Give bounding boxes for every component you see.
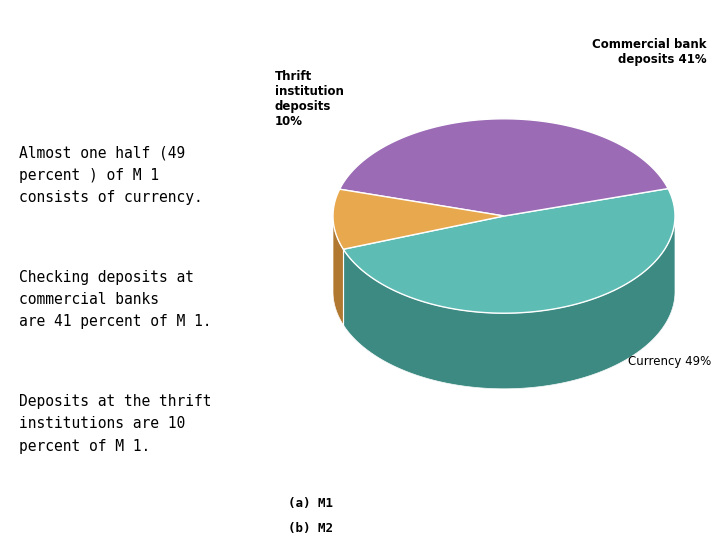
Polygon shape bbox=[333, 189, 504, 249]
Text: Deposits at the thrift
institutions are 10
percent of M 1.: Deposits at the thrift institutions are … bbox=[19, 394, 212, 454]
Text: Currency 49%: Currency 49% bbox=[628, 355, 711, 368]
Polygon shape bbox=[340, 119, 668, 216]
Text: (b) M2: (b) M2 bbox=[288, 522, 333, 535]
Text: Almost one half (49
percent ) of M 1
consists of currency.: Almost one half (49 percent ) of M 1 con… bbox=[19, 146, 202, 205]
Polygon shape bbox=[333, 216, 343, 325]
Text: Commercial bank
deposits 41%: Commercial bank deposits 41% bbox=[592, 38, 706, 66]
Text: (a) M1: (a) M1 bbox=[288, 497, 333, 510]
Polygon shape bbox=[343, 216, 675, 389]
Text: Thrift
institution
deposits
10%: Thrift institution deposits 10% bbox=[274, 70, 343, 128]
Text: Checking deposits at
commercial banks
are 41 percent of M 1.: Checking deposits at commercial banks ar… bbox=[19, 270, 212, 329]
Polygon shape bbox=[333, 216, 343, 325]
Polygon shape bbox=[343, 216, 675, 389]
Polygon shape bbox=[343, 188, 675, 313]
